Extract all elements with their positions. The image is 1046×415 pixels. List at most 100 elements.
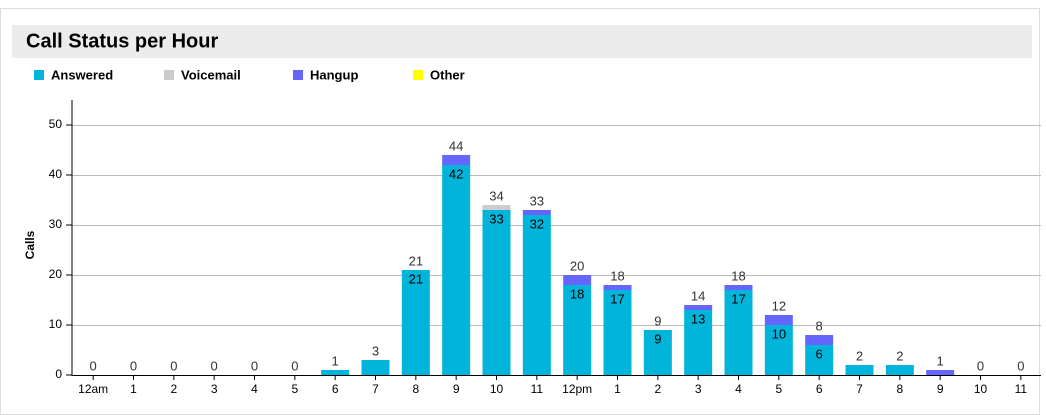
bar-segment [805, 345, 834, 375]
x-tick-label: 11 [1015, 382, 1028, 396]
segment-label: 32 [530, 216, 544, 231]
y-tick-label: 0 [55, 367, 62, 381]
x-tick-label: 4 [251, 382, 258, 396]
total-label: 1 [332, 353, 339, 368]
total-label: 20 [570, 258, 584, 273]
segment-label: 18 [570, 286, 584, 301]
bar-segment [522, 210, 551, 215]
bar-segment [482, 205, 511, 210]
total-label: 2 [856, 348, 863, 363]
total-label: 14 [691, 288, 705, 303]
x-tick-label: 3 [695, 382, 702, 396]
bar-segment [684, 305, 713, 310]
x-tick-label: 10 [490, 382, 504, 396]
segment-label: 17 [610, 291, 624, 306]
title-bar [12, 25, 1032, 58]
bar-segment [724, 290, 753, 375]
total-label: 0 [1017, 358, 1024, 373]
bar-segment [724, 285, 753, 290]
bar-segment [522, 215, 551, 375]
x-tick-label: 11 [531, 382, 544, 396]
x-tick-label: 6 [332, 382, 339, 396]
bar-segment [885, 365, 914, 375]
bar-segment [603, 285, 632, 290]
bar-segment [926, 370, 955, 375]
frame [0, 8, 1040, 415]
segment-label: 33 [489, 211, 503, 226]
grid [72, 125, 1041, 376]
y-tick-label: 10 [49, 317, 63, 331]
bar-segment [643, 330, 672, 375]
total-label: 33 [530, 193, 544, 208]
y-tick-label: 40 [49, 167, 63, 181]
y-axis-label: Calls [23, 230, 37, 259]
bar-segment [764, 315, 793, 325]
x-tick-label: 5 [775, 382, 782, 396]
bars [321, 155, 955, 375]
x-tick-label: 7 [372, 382, 379, 396]
legend-label: Answered [51, 67, 113, 82]
segment-label: 13 [691, 311, 705, 326]
legend-swatch [164, 70, 174, 80]
segment-label: 17 [731, 291, 745, 306]
x-tick-label: 2 [170, 382, 177, 396]
x-tick-label: 6 [816, 382, 823, 396]
legend-swatch [293, 70, 303, 80]
x-tick-label: 7 [856, 382, 863, 396]
y-tick-label: 30 [49, 217, 63, 231]
total-label: 18 [610, 268, 624, 283]
total-label: 0 [251, 358, 258, 373]
bar-segment [684, 310, 713, 375]
bar-segment [482, 210, 511, 375]
legend-label: Voicemail [181, 67, 241, 82]
bar-segment [321, 370, 350, 375]
x-tick-label: 9 [937, 382, 944, 396]
legend-swatch [34, 70, 44, 80]
x-tick-label: 8 [412, 382, 419, 396]
x-tick-label: 3 [211, 382, 218, 396]
segment-label: 10 [772, 326, 786, 341]
chart-title: Call Status per Hour [26, 30, 218, 52]
bar-segment [805, 335, 834, 345]
x-tick-label: 2 [654, 382, 661, 396]
bar-segment [442, 165, 471, 375]
segment-label: 42 [449, 166, 463, 181]
bar-segment [764, 325, 793, 375]
segment-label: 6 [816, 346, 823, 361]
bar-segment [442, 155, 471, 165]
x-tick-label: 9 [453, 382, 460, 396]
segment-label: 21 [409, 271, 423, 286]
total-label: 34 [489, 188, 503, 203]
bar-segment [563, 275, 592, 285]
bar-segment [361, 360, 390, 375]
bar-segment [603, 290, 632, 375]
x-tick-label: 1 [614, 382, 621, 396]
x-tick-label: 4 [735, 382, 742, 396]
x-tick-label: 5 [291, 382, 298, 396]
total-label: 8 [816, 318, 823, 333]
bar-segment [401, 270, 430, 375]
x-tick-label: 12am [78, 382, 108, 396]
total-label: 2 [896, 348, 903, 363]
total-label: 0 [90, 358, 97, 373]
total-label: 18 [731, 268, 745, 283]
bar-segment [563, 285, 592, 375]
x-tick-label: 10 [974, 382, 988, 396]
segment-label: 9 [654, 331, 661, 346]
y-tick-label: 50 [49, 117, 63, 131]
total-label: 1 [937, 353, 944, 368]
total-label: 21 [409, 253, 423, 268]
legend-label: Other [430, 67, 465, 82]
total-label: 44 [449, 138, 463, 153]
total-label: 12 [772, 298, 786, 313]
total-label: 0 [211, 358, 218, 373]
total-label: 0 [291, 358, 298, 373]
legend-label: Hangup [310, 67, 358, 82]
x-tick-label: 1 [130, 382, 137, 396]
y-tick-label: 20 [49, 267, 63, 281]
bar-segment [845, 365, 874, 375]
x-tick-label: 12pm [562, 382, 592, 396]
x-tick-label: 8 [896, 382, 903, 396]
total-label: 0 [130, 358, 137, 373]
